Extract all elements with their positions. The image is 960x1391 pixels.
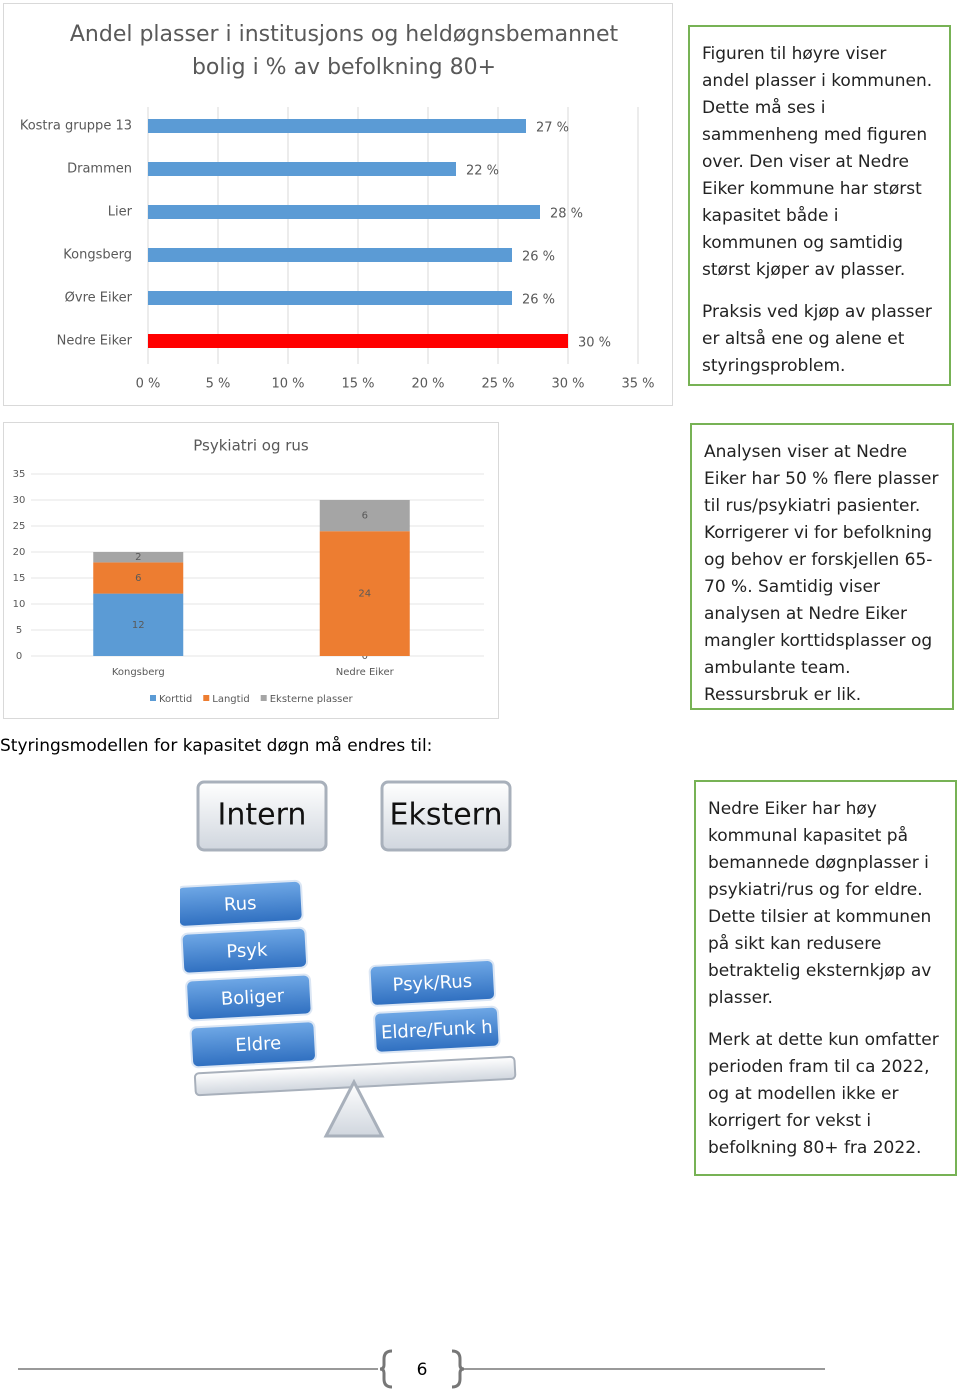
data-label: 6 (135, 573, 141, 584)
chart-2-frame: Psykiatri og rus 0 5 10 15 20 25 30 35 12 6 2 Kongsb… (3, 422, 499, 719)
block: Rus (180, 879, 304, 928)
bar (148, 119, 526, 133)
x-tick-label: 25 % (481, 377, 514, 392)
paragraph: Merk at dette kun omfatter perioden fram… (708, 1030, 939, 1158)
label: Psyk/Rus (392, 971, 473, 996)
x-tick-label: 30 % (551, 377, 584, 392)
label: Ekstern (390, 798, 503, 833)
balance-diagram: Intern Ekstern Rus Psyk Boliger Eldre Ps… (180, 780, 517, 1138)
y-tick-label: 10 (13, 599, 26, 610)
y-tick-label: Øvre Eiker (65, 291, 133, 306)
block: Psyk (180, 926, 309, 975)
fulcrum (323, 1078, 385, 1138)
block: Psyk/Rus (368, 958, 496, 1007)
bar-segment (93, 562, 184, 594)
bar (148, 162, 456, 176)
bar-segment (93, 593, 184, 656)
x-tick-label: Kongsberg (112, 667, 165, 678)
heading: Styringsmodellen for kapasitet døgn må e… (0, 736, 433, 756)
label: Psyk (226, 939, 269, 962)
y-tick-label: Nedre Eiker (57, 334, 133, 349)
label: Rus (223, 893, 257, 916)
y-tick-label: Kongsberg (63, 248, 132, 263)
paragraph: Figuren til høyre viser andel plasser i … (702, 44, 933, 280)
chart: Psykiatri og rus 0 5 10 15 20 25 30 35 12 6 2 Kongsb… (13, 437, 484, 705)
bar (148, 334, 568, 348)
bar-segment (319, 531, 410, 656)
page-number: 6 (417, 1360, 428, 1380)
legend-swatch (203, 695, 210, 701)
y-tick-label: 5 (16, 625, 22, 636)
x-tick-label: 10 % (271, 377, 304, 392)
legend-label: Langtid (212, 694, 249, 705)
label: Boliger (220, 986, 285, 1010)
chart-1-frame: Andel plasser i institusjons og heldøgns… (3, 3, 673, 406)
data-label: 28 % (550, 207, 583, 222)
data-label: 22 % (466, 164, 499, 179)
bar (148, 248, 512, 262)
right-title-box: Ekstern (380, 780, 512, 852)
data-label: 27 % (536, 121, 569, 136)
data-label: 0 (362, 651, 368, 662)
text-box: Nedre Eiker har høy kommunal kapasitet p… (694, 780, 957, 1176)
data-label: 26 % (522, 250, 555, 265)
data-label: 12 (132, 620, 145, 631)
chart-title: Psykiatri og rus (193, 437, 309, 455)
bar-segment (319, 500, 410, 532)
bar (148, 205, 540, 219)
data-label: 30 % (578, 336, 611, 351)
legend-label: Eksterne plasser (270, 694, 354, 705)
y-tick-label: Drammen (67, 162, 132, 177)
paragraph: Nedre Eiker har høy kommunal kapasitet p… (708, 799, 932, 1008)
y-tick-label: 15 (13, 573, 26, 584)
data-label: 6 (362, 511, 368, 522)
x-tick-label: 5 % (206, 377, 231, 392)
x-tick-label: 35 % (621, 377, 654, 392)
legend-swatch (260, 695, 267, 701)
block: Eldre/Funk h (373, 1005, 501, 1054)
data-label: 26 % (522, 293, 555, 308)
legend-swatch (150, 695, 156, 701)
page-footer: 6 (18, 1349, 825, 1389)
x-tick-label: 20 % (411, 377, 444, 392)
y-tick-label: 0 (16, 651, 22, 662)
y-tick-label: 20 (13, 547, 26, 558)
y-tick-label: Lier (108, 205, 133, 220)
label: Eldre (235, 1033, 282, 1056)
bar (148, 291, 512, 305)
chart: 0 % 5 % 10 % 15 % 20 % 25 % 30 % 35 % Kostra gru… (20, 107, 655, 392)
legend-label: Korttid (159, 694, 192, 705)
y-tick-label: Kostra gruppe 13 (20, 119, 132, 134)
paragraph: Praksis ved kjøp av plasser er altså ene… (702, 302, 932, 376)
text-box: Analysen viser at Nedre Eiker har 50 % f… (690, 423, 954, 710)
x-tick-label: 15 % (341, 377, 374, 392)
block: Boliger (185, 973, 313, 1022)
y-tick-label: 30 (13, 495, 26, 506)
chart-title: Andel plasser i institusjons og heldøgns… (69, 22, 619, 80)
x-tick-label: 0 % (136, 377, 161, 392)
y-tick-label: 25 (13, 521, 26, 532)
data-label: 2 (135, 552, 141, 563)
data-label: 24 (358, 589, 371, 600)
text-box: Figuren til høyre viser andel plasser i … (688, 25, 951, 386)
y-tick-label: 35 (13, 469, 26, 480)
bar-segment (93, 552, 184, 563)
paragraph: Analysen viser at Nedre Eiker har 50 % f… (704, 442, 939, 705)
label: Intern (218, 798, 307, 833)
x-tick-label: Nedre Eiker (336, 667, 395, 678)
block: Eldre (189, 1020, 317, 1069)
left-title-box: Intern (196, 780, 328, 852)
